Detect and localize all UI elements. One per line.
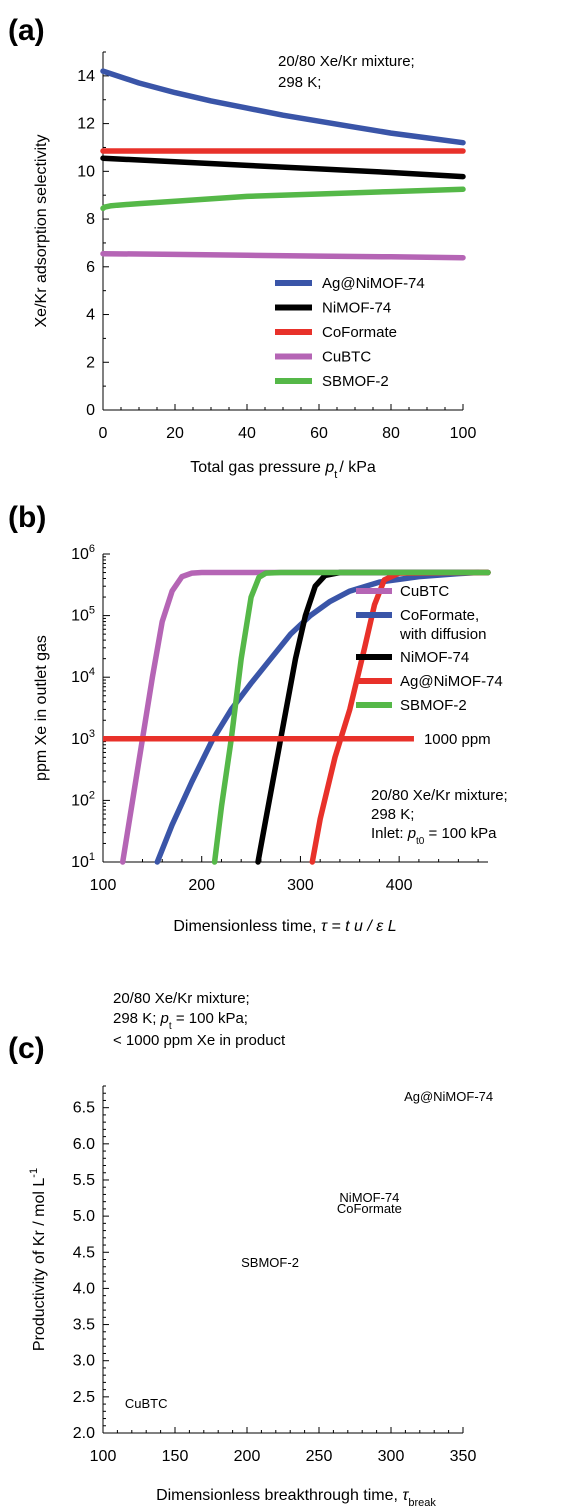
panel-c-annotation-2: 298 K; pt = 100 kPa; bbox=[113, 1010, 248, 1032]
panel-c-y-label: Productivity of Kr / mol L-1 bbox=[28, 1168, 48, 1351]
panel-b-label: (b) bbox=[8, 501, 46, 534]
panel-c-annotation: 20/80 Xe/Kr mixture; bbox=[113, 990, 250, 1007]
panel-a-annotation: 298 K; bbox=[278, 74, 321, 91]
panel-a-y-tick-label: 10 bbox=[77, 163, 95, 180]
panel-a-y-tick-label: 2 bbox=[86, 354, 95, 371]
panel-c-point-label: SBMOF-2 bbox=[241, 1255, 299, 1270]
panel-b-legend-entry: NiMOF-74 bbox=[400, 649, 469, 666]
panel-b-y-tick-label: 105 bbox=[71, 605, 95, 625]
panel-c-y-tick-label: 3.0 bbox=[73, 1353, 95, 1370]
panel-b-y-tick-label: 104 bbox=[71, 666, 95, 686]
panel-b-y-tick-label: 102 bbox=[71, 789, 95, 809]
panel-c-y-tick-label: 2.5 bbox=[73, 1389, 95, 1406]
panel-a-annotation: 20/80 Xe/Kr mixture; bbox=[278, 53, 415, 70]
panel-a-x-tick-label: 40 bbox=[238, 425, 256, 442]
panel-b-y-label: ppm Xe in outlet gas bbox=[33, 635, 50, 781]
panel-b-y-tick-label: 101 bbox=[71, 851, 95, 871]
panel-c-point-label: NiMOF-74 bbox=[339, 1190, 399, 1205]
panel-b-series-line bbox=[154, 569, 481, 865]
panel-b-y-tick-label: 106 bbox=[71, 543, 95, 563]
panel-b-legend-entry: SBMOF-2 bbox=[400, 697, 467, 714]
panel-a-y-tick-label: 14 bbox=[77, 68, 95, 85]
panel-a-y-tick-label: 0 bbox=[86, 402, 95, 419]
panel-c-y-tick-label: 2.0 bbox=[73, 1425, 95, 1442]
panel-b-threshold-label: 1000 ppm bbox=[424, 731, 491, 748]
panel-c-point-label: CoFormate bbox=[337, 1201, 402, 1216]
panel-a-legend-entry: SBMOF-2 bbox=[322, 373, 389, 390]
panel-a-legend-entry: CoFormate bbox=[322, 324, 397, 341]
panel-a-y-tick-label: 6 bbox=[86, 259, 95, 276]
panel-b-annotation: 20/80 Xe/Kr mixture; bbox=[371, 787, 508, 804]
panel-a-x-label: Total gas pressure pt / kPa bbox=[190, 459, 376, 481]
panel-a-x-tick-label: 80 bbox=[382, 425, 400, 442]
panel-a: (a) 0 2 4 6 8 10 12 14 0 20 40 60 80 100 Xe/Kr adsorpti… bbox=[8, 14, 476, 481]
panel-c-point-label: Ag@NiMOF-74 bbox=[404, 1089, 493, 1104]
panel-c-y-tick-label: 4.5 bbox=[73, 1244, 95, 1261]
panel-b-x-tick-label: 200 bbox=[188, 877, 215, 894]
panel-a-y-tick-label: 4 bbox=[86, 307, 95, 324]
panel-a-x-tick-label: 100 bbox=[450, 425, 477, 442]
panel-a-label: (a) bbox=[8, 14, 45, 47]
panel-c-x-tick-label: 150 bbox=[162, 1448, 189, 1465]
panel-c-y-tick-label: 4.0 bbox=[73, 1280, 95, 1297]
panel-c-y-tick-label: 5.0 bbox=[73, 1208, 95, 1225]
panel-a-legend-entry: NiMOF-74 bbox=[322, 300, 391, 317]
panel-b: (b) 101 102 103 104 105 106 100 200 300 400 1000 pp… bbox=[8, 501, 508, 935]
panel-a-series-line bbox=[100, 186, 466, 212]
panel-a-legend-entry: Ag@NiMOF-74 bbox=[322, 275, 425, 292]
panel-c-label: (c) bbox=[8, 1032, 45, 1065]
panel-a-x-tick-label: 20 bbox=[166, 425, 184, 442]
panel-c-annotation-3: < 1000 ppm Xe in product bbox=[113, 1032, 286, 1049]
panel-a-y-label: Xe/Kr adsorption selectivity bbox=[33, 135, 50, 328]
panel-b-legend-entry-line2: with diffusion bbox=[399, 626, 486, 643]
panel-b-annotation-inlet: Inlet: pt0 = 100 kPa bbox=[371, 825, 497, 847]
panel-c-x-label: Dimensionless breakthrough time, τbreak bbox=[156, 1487, 436, 1508]
panel-c-y-tick-label: 6.5 bbox=[73, 1100, 95, 1117]
panel-b-x-tick-label: 300 bbox=[287, 877, 314, 894]
panel-b-series-line bbox=[119, 569, 491, 865]
panel-c-y-tick-label: 6.0 bbox=[73, 1136, 95, 1153]
panel-b-y-tick-label: 103 bbox=[71, 728, 95, 748]
panel-a-legend-entry: CuBTC bbox=[322, 349, 371, 366]
panel-b-legend-entry: CuBTC bbox=[400, 583, 449, 600]
panel-c-x-tick-label: 200 bbox=[234, 1448, 261, 1465]
panel-a-x-tick-label: 0 bbox=[99, 425, 108, 442]
panel-b-series-line bbox=[309, 569, 491, 865]
panel-b-x-tick-label: 100 bbox=[90, 877, 117, 894]
panel-c-x-tick-label: 100 bbox=[90, 1448, 117, 1465]
panel-c-point-label: CuBTC bbox=[125, 1396, 168, 1411]
panel-b-x-tick-label: 400 bbox=[386, 877, 413, 894]
panel-c: (c) 20/80 Xe/Kr mixture; 298 K; pt = 100 k… bbox=[8, 990, 493, 1508]
panel-b-legend-entry: Ag@NiMOF-74 bbox=[400, 673, 503, 690]
panel-a-series-line bbox=[100, 250, 466, 261]
panel-a-series-line bbox=[100, 155, 466, 180]
panel-c-x-tick-label: 300 bbox=[378, 1448, 405, 1465]
panel-a-y-tick-label: 8 bbox=[86, 211, 95, 228]
panel-a-x-tick-label: 60 bbox=[310, 425, 328, 442]
panel-c-y-tick-label: 5.5 bbox=[73, 1172, 95, 1189]
panel-c-x-tick-label: 250 bbox=[306, 1448, 333, 1465]
panel-b-annotation: 298 K; bbox=[371, 806, 414, 823]
panel-a-y-tick-label: 12 bbox=[77, 116, 95, 133]
panel-a-series-line bbox=[100, 68, 466, 146]
panel-b-x-label: Dimensionless time, τ = t u / ε L bbox=[173, 918, 396, 935]
panel-b-legend-entry: CoFormate, bbox=[400, 607, 479, 624]
panel-b-series-line bbox=[211, 569, 491, 865]
panel-c-y-tick-label: 3.5 bbox=[73, 1317, 95, 1334]
panel-c-x-tick-label: 350 bbox=[450, 1448, 477, 1465]
